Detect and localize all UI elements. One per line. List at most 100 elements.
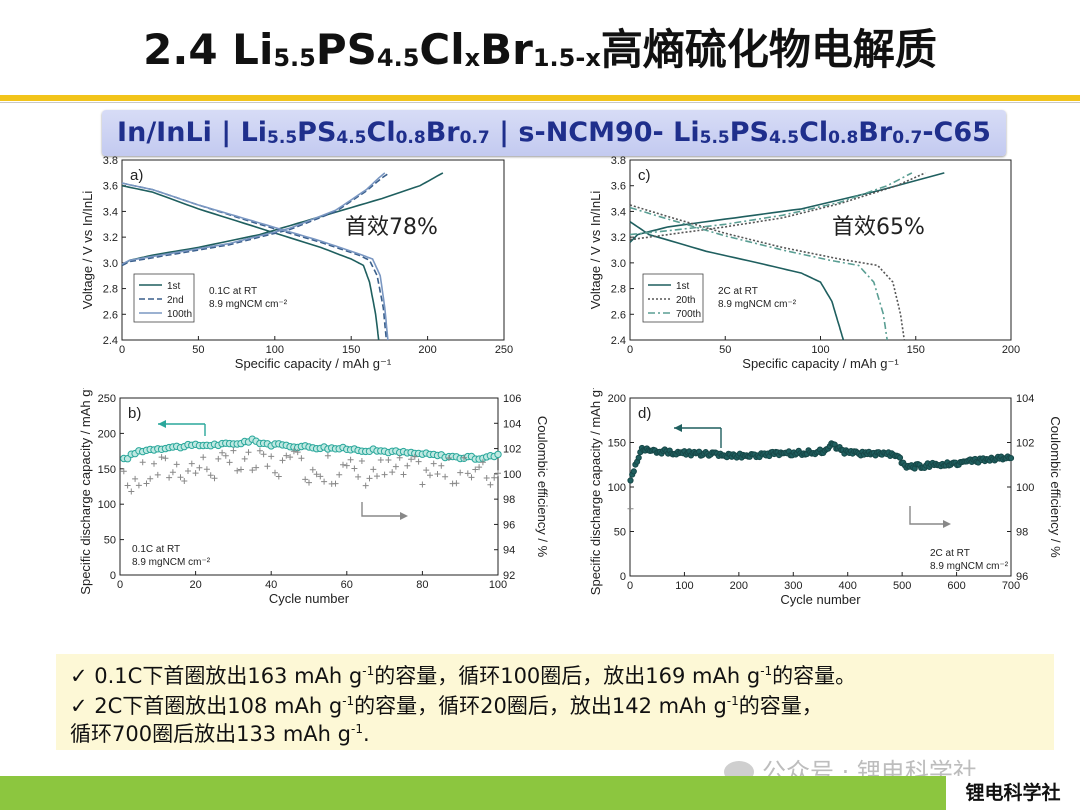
x-tick-label: 50 (719, 344, 731, 356)
ce-point (203, 466, 210, 473)
panel-label: a) (130, 167, 143, 184)
chart-d-cycling: 0 100 200 300 400 500 600 700 0 50 100 150 200 Cycle … (588, 388, 1063, 607)
series-700th-charge (629, 172, 913, 236)
ce-point (362, 482, 369, 489)
ce-point (287, 454, 294, 461)
y-tick-label: 2.8 (611, 284, 626, 296)
ce-point (332, 480, 339, 487)
ce-point (181, 478, 188, 484)
capacity-point (627, 477, 634, 484)
panel-label: b) (128, 405, 141, 422)
x-tick-label: 100 (675, 580, 693, 592)
efficiency-annotation: 首效78% (345, 215, 438, 240)
x-axis-label: Specific capacity / mAh g⁻¹ (235, 356, 392, 371)
plot-frame (119, 397, 499, 576)
ce-point (324, 452, 331, 459)
ce-point (253, 464, 260, 471)
ce-point (139, 459, 146, 466)
ce-point (268, 453, 275, 460)
ce-point (249, 467, 256, 474)
ce-point (313, 471, 320, 478)
ce-point (302, 476, 309, 483)
legend-label: 1st (167, 281, 181, 292)
chart-b-cycling: 0 20 40 60 80 100 0 50 100 150 200 250 Cycle number S… (78, 388, 550, 606)
y2-tick-label: 98 (1016, 527, 1028, 539)
ce-point (483, 475, 490, 481)
ce-point (358, 458, 365, 464)
capacity-arrow-head (674, 424, 682, 432)
y-tick-label: 3.0 (103, 258, 118, 270)
y2-tick-label: 100 (503, 469, 521, 481)
ce-point (294, 449, 301, 456)
legend-label: 2nd (167, 295, 184, 306)
ce-series (120, 447, 501, 495)
series-1st-discharge (121, 184, 380, 341)
ce-point (154, 471, 161, 478)
ce-point (222, 452, 229, 459)
x-tick-label: 40 (265, 579, 277, 591)
ce-point (230, 447, 237, 454)
y-tick-label: 200 (98, 428, 116, 440)
ce-point (404, 462, 411, 469)
condition-rate: 0.1C at RT (209, 286, 257, 297)
y2-tick-label: 106 (503, 393, 521, 405)
ce-point (124, 482, 131, 489)
ce-axis-arrow (361, 502, 400, 517)
ce-point (476, 464, 483, 471)
ce-point (438, 462, 445, 469)
ce-point (430, 460, 437, 467)
legend-label: 20th (676, 295, 695, 306)
y-tick-label: 2.6 (611, 309, 626, 321)
axes-d: 0 100 200 300 400 500 600 700 0 50 100 150 200 Cycle … (588, 388, 1063, 607)
ce-point (200, 454, 207, 461)
ce-point (188, 460, 195, 467)
x-tick-label: 20 (189, 579, 201, 591)
ce-point (128, 488, 135, 495)
ce-series (627, 505, 634, 512)
ce-point (135, 482, 142, 489)
ce-point (279, 457, 286, 464)
ce-point (366, 475, 373, 482)
ce-point (423, 467, 430, 474)
y2-axis-label: Coulombic efficiency / % (1048, 416, 1063, 558)
x-tick-label: 150 (907, 344, 925, 356)
ce-point (151, 460, 157, 467)
legend-box (133, 273, 195, 323)
ce-point (468, 474, 475, 481)
ce-point (260, 451, 267, 458)
ce-point (374, 473, 380, 480)
ce-point (434, 471, 441, 477)
capacity-point (630, 468, 637, 475)
note-line-1: ✓ 0.1C下首圈放出163 mAh g-1的容量，循环100圈后，放出169 … (70, 664, 857, 688)
chart-c-voltage-profile: 0 50 100 150 200 2.4 2.6 2.8 3.0 3.2 3.4 3.6 3.8 Spec… (588, 156, 1020, 371)
x-tick-label: 600 (947, 580, 965, 592)
ce-point (306, 479, 312, 486)
ce-point (427, 472, 433, 479)
capacity-point (635, 454, 642, 461)
x-axis-label: Cycle number (780, 592, 861, 607)
legend-box (642, 273, 704, 323)
ce-point (219, 449, 226, 456)
y2-tick-label: 94 (503, 545, 515, 557)
ce-point (256, 447, 263, 454)
y-tick-label: 100 (608, 482, 626, 494)
y-tick-label: 50 (104, 535, 116, 547)
y-tick-label: 3.6 (103, 181, 118, 193)
x-tick-label: 80 (416, 579, 428, 591)
capacity-point (1007, 455, 1015, 462)
y-tick-label: 0 (110, 570, 116, 582)
ce-point (272, 469, 278, 476)
ce-point (336, 471, 343, 478)
y-tick-label: 2.8 (103, 284, 118, 296)
x-tick-label: 400 (839, 580, 857, 592)
ce-point (464, 470, 471, 477)
y2-tick-label: 96 (503, 519, 515, 531)
x-tick-label: 700 (1002, 580, 1020, 592)
ce-point (264, 463, 271, 470)
series-20th-charge (629, 172, 926, 241)
ce-point (377, 457, 384, 463)
legend-label: 1st (676, 281, 690, 292)
ce-point (317, 473, 324, 480)
ce-point (479, 459, 486, 466)
legend-label: 100th (167, 309, 192, 320)
